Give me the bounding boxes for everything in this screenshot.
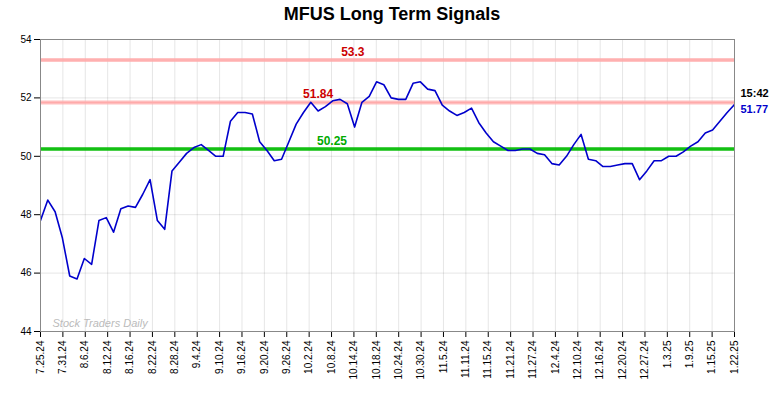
svg-text:48: 48 bbox=[20, 209, 32, 220]
svg-text:46: 46 bbox=[20, 267, 32, 278]
svg-text:10.24.24: 10.24.24 bbox=[393, 340, 404, 379]
svg-text:1.9.25: 1.9.25 bbox=[684, 340, 695, 368]
svg-text:10.30.24: 10.30.24 bbox=[415, 340, 426, 379]
svg-text:12.16.24: 12.16.24 bbox=[594, 340, 605, 379]
svg-text:11.27.24: 11.27.24 bbox=[527, 340, 538, 379]
svg-text:10.8.24: 10.8.24 bbox=[326, 340, 337, 374]
svg-text:52: 52 bbox=[20, 92, 32, 103]
svg-text:11.5.24: 11.5.24 bbox=[438, 340, 449, 373]
svg-text:7.25.24: 7.25.24 bbox=[35, 340, 46, 374]
svg-text:53.3: 53.3 bbox=[341, 45, 365, 59]
svg-text:9.16.24: 9.16.24 bbox=[236, 340, 247, 374]
svg-text:50: 50 bbox=[20, 151, 32, 162]
svg-text:10.14.24: 10.14.24 bbox=[348, 340, 359, 379]
svg-text:51.77: 51.77 bbox=[741, 103, 769, 115]
svg-text:11.21.24: 11.21.24 bbox=[505, 340, 516, 379]
svg-text:7.31.24: 7.31.24 bbox=[57, 340, 68, 374]
svg-text:9.10.24: 9.10.24 bbox=[214, 340, 225, 374]
svg-text:10.18.24: 10.18.24 bbox=[371, 340, 382, 379]
svg-text:12.10.24: 12.10.24 bbox=[572, 340, 583, 379]
svg-text:54: 54 bbox=[20, 34, 32, 45]
svg-text:50.25: 50.25 bbox=[317, 134, 347, 148]
svg-text:8.16.24: 8.16.24 bbox=[124, 340, 135, 374]
svg-text:1.15.25: 1.15.25 bbox=[706, 340, 717, 374]
svg-text:8.6.24: 8.6.24 bbox=[79, 340, 90, 368]
svg-text:10.2.24: 10.2.24 bbox=[303, 340, 314, 374]
svg-text:9.20.24: 9.20.24 bbox=[259, 340, 270, 374]
svg-text:9.4.24: 9.4.24 bbox=[191, 340, 202, 368]
svg-text:8.12.24: 8.12.24 bbox=[102, 340, 113, 374]
svg-text:11.15.24: 11.15.24 bbox=[482, 340, 493, 379]
svg-text:12.4.24: 12.4.24 bbox=[550, 340, 561, 374]
svg-text:9.26.24: 9.26.24 bbox=[281, 340, 292, 374]
svg-text:44: 44 bbox=[20, 326, 32, 337]
svg-text:1.22.25: 1.22.25 bbox=[729, 340, 740, 374]
svg-text:1.3.25: 1.3.25 bbox=[662, 340, 673, 368]
svg-text:51.84: 51.84 bbox=[303, 87, 333, 101]
svg-text:15:42: 15:42 bbox=[741, 87, 769, 99]
svg-text:12.20.24: 12.20.24 bbox=[617, 340, 628, 379]
svg-text:8.22.24: 8.22.24 bbox=[147, 340, 158, 374]
svg-text:12.27.24: 12.27.24 bbox=[639, 340, 650, 379]
svg-text:11.11.24: 11.11.24 bbox=[460, 340, 471, 378]
svg-text:Stock Traders Daily: Stock Traders Daily bbox=[53, 317, 150, 329]
svg-text:8.28.24: 8.28.24 bbox=[169, 340, 180, 374]
html-text:MFUS Long Term Signals: MFUS Long Term Signals bbox=[283, 4, 501, 24]
